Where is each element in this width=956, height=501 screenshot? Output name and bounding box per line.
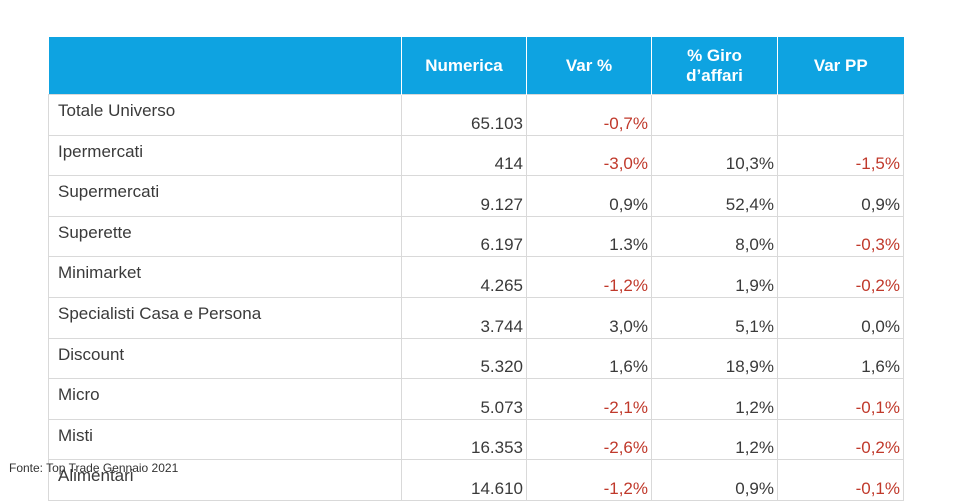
table-row: Ipermercati 414 -3,0% 10,3% -1,5%: [48, 134, 904, 177]
row-label: Discount: [48, 337, 402, 380]
numerica-cell: 3.744: [401, 296, 527, 339]
header-giro-affari: % Giro d’affari: [651, 37, 778, 95]
numerica-cell: 65.103: [401, 94, 527, 136]
var-pct-cell: 1.3%: [526, 215, 652, 258]
source-note: Fonte: Top Trade Gennaio 2021: [9, 461, 179, 475]
header-var-pct: Var %: [526, 37, 652, 95]
header-var-pp: Var PP: [777, 37, 904, 95]
giro-cell: 0,9%: [651, 459, 778, 501]
header-row: Numerica Var % % Giro d’affari Var PP: [48, 37, 904, 95]
var-pp-cell: -0,1%: [777, 378, 904, 420]
numerica-cell: 5.073: [401, 378, 527, 420]
table-row: Misti 16.353 -2,6% 1,2% -0,2%: [48, 418, 904, 461]
var-pp-cell: -0,2%: [777, 418, 904, 461]
numerica-cell: 9.127: [401, 175, 527, 217]
giro-cell: 1,2%: [651, 378, 778, 420]
var-pp-cell: -0,1%: [777, 459, 904, 501]
var-pct-cell: 0,9%: [526, 175, 652, 217]
data-table: Numerica Var % % Giro d’affari Var PP To…: [48, 37, 904, 501]
var-pp-cell: 1,6%: [777, 337, 904, 380]
numerica-cell: 4.265: [401, 256, 527, 298]
row-label: Supermercati: [48, 175, 402, 217]
row-label: Specialisti Casa e Persona: [48, 296, 402, 339]
var-pct-cell: 3,0%: [526, 296, 652, 339]
giro-cell: 18,9%: [651, 337, 778, 380]
var-pct-cell: -3,0%: [526, 134, 652, 177]
giro-cell: 10,3%: [651, 134, 778, 177]
giro-cell: 5,1%: [651, 296, 778, 339]
var-pp-cell: 0,9%: [777, 175, 904, 217]
header-numerica: Numerica: [401, 37, 527, 95]
giro-cell: 52,4%: [651, 175, 778, 217]
giro-cell: 1,2%: [651, 418, 778, 461]
row-label: Misti: [48, 418, 402, 461]
var-pp-cell: [777, 94, 904, 136]
var-pct-cell: -1,2%: [526, 459, 652, 501]
numerica-cell: 414: [401, 134, 527, 177]
var-pct-cell: -2,6%: [526, 418, 652, 461]
table-row: Discount 5.320 1,6% 18,9% 1,6%: [48, 337, 904, 380]
giro-cell: 1,9%: [651, 256, 778, 298]
var-pct-cell: -0,7%: [526, 94, 652, 136]
table-row: Supermercati 9.127 0,9% 52,4% 0,9%: [48, 175, 904, 217]
row-label: Ipermercati: [48, 134, 402, 177]
table-row: Totale Universo 65.103 -0,7%: [48, 94, 904, 136]
var-pct-cell: -2,1%: [526, 378, 652, 420]
table-row: Specialisti Casa e Persona 3.744 3,0% 5,1% 0…: [48, 296, 904, 339]
giro-cell: 8,0%: [651, 215, 778, 258]
var-pp-cell: -0,3%: [777, 215, 904, 258]
numerica-cell: 16.353: [401, 418, 527, 461]
var-pct-cell: 1,6%: [526, 337, 652, 380]
giro-cell: [651, 94, 778, 136]
numerica-cell: 14.610: [401, 459, 527, 501]
numerica-cell: 6.197: [401, 215, 527, 258]
row-label: Superette: [48, 215, 402, 258]
table-row: Superette 6.197 1.3% 8,0% -0,3%: [48, 215, 904, 258]
var-pp-cell: -0,2%: [777, 256, 904, 298]
table-row: Minimarket 4.265 -1,2% 1,9% -0,2%: [48, 256, 904, 298]
var-pp-cell: 0,0%: [777, 296, 904, 339]
header-label-column: [48, 37, 402, 95]
table-row: Micro 5.073 -2,1% 1,2% -0,1%: [48, 378, 904, 420]
var-pp-cell: -1,5%: [777, 134, 904, 177]
numerica-cell: 5.320: [401, 337, 527, 380]
row-label: Minimarket: [48, 256, 402, 298]
table-body: Totale Universo 65.103 -0,7% Ipermercati 414…: [48, 94, 904, 501]
var-pct-cell: -1,2%: [526, 256, 652, 298]
row-label: Micro: [48, 378, 402, 420]
row-label: Totale Universo: [48, 94, 402, 136]
header-giro-affari-text: % Giro d’affari: [686, 45, 743, 85]
